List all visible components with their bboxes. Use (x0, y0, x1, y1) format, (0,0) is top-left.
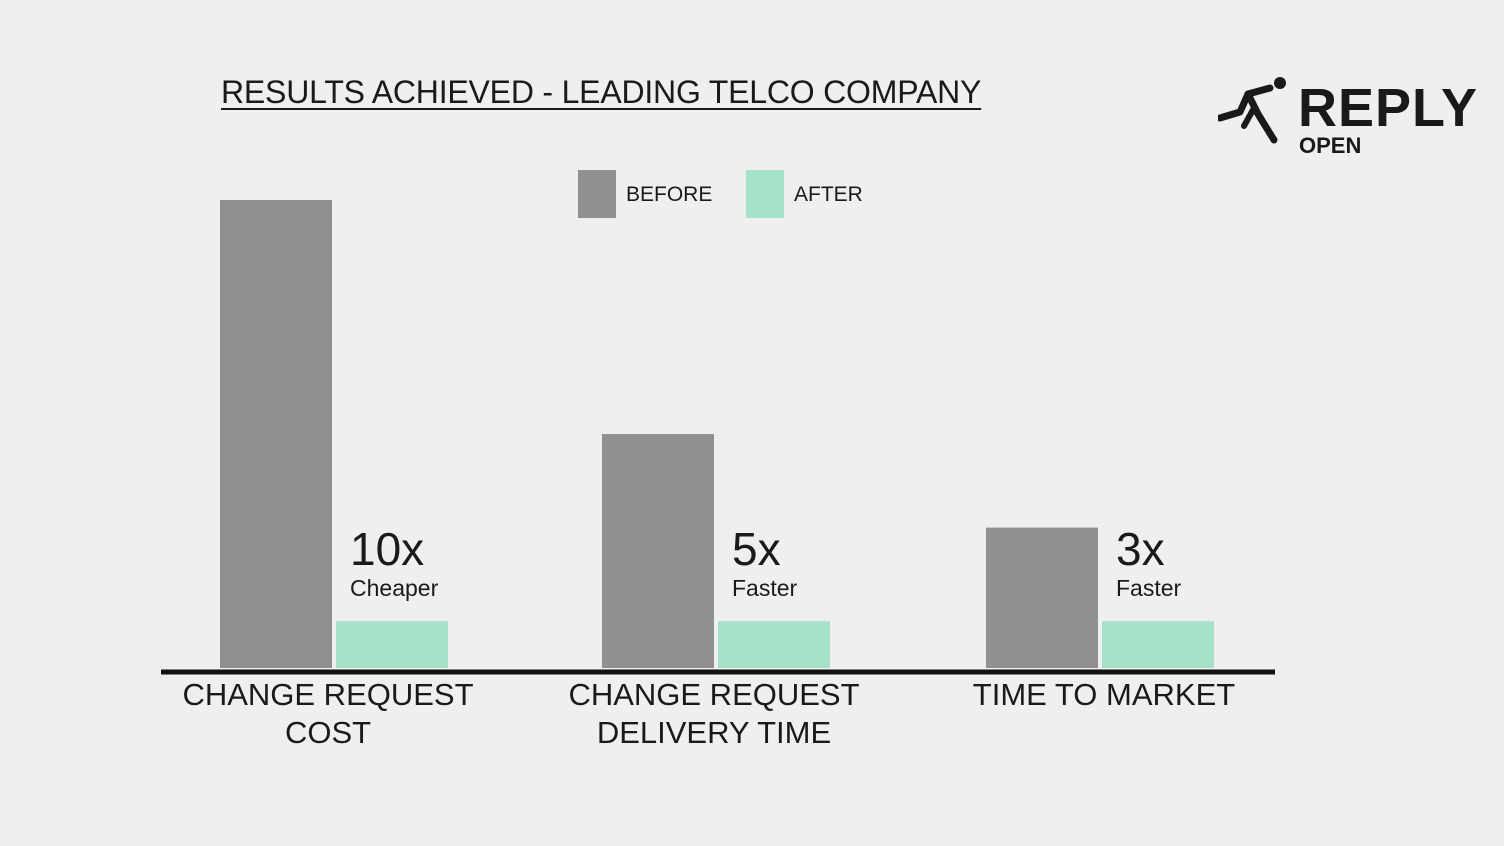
multiplier-desc-1: Cheaper (350, 575, 439, 601)
category-label-1-line-2: COST (285, 715, 371, 750)
bar-before-3 (986, 527, 1098, 668)
reply-open-logo: REPLY OPEN (1218, 74, 1478, 164)
chart-title: RESULTS ACHIEVED - LEADING TELCO COMPANY (221, 74, 982, 110)
legend-label-before: BEFORE (626, 183, 713, 206)
legend-label-after: AFTER (794, 183, 863, 206)
bar-after-3 (1102, 621, 1214, 668)
legend-swatch-before (578, 170, 616, 218)
category-label-2-line-1: CHANGE REQUEST (568, 677, 859, 712)
legend-swatch-after (746, 170, 784, 218)
multiplier-label-1: 10x (350, 523, 424, 575)
bar-after-2 (718, 621, 830, 668)
runner-icon (1218, 77, 1286, 144)
logo-wordmark: REPLY (1298, 78, 1479, 138)
logo-subtext: OPEN (1299, 133, 1362, 158)
category-label-3-line-1: TIME TO MARKET (973, 677, 1235, 712)
multiplier-label-3: 3x (1116, 523, 1165, 575)
bar-after-1 (336, 621, 448, 668)
multiplier-label-2: 5x (732, 523, 781, 575)
category-label-1-line-1: CHANGE REQUEST (182, 677, 473, 712)
category-label-2-line-2: DELIVERY TIME (597, 715, 831, 750)
bar-before-2 (602, 434, 714, 668)
multiplier-desc-3: Faster (1116, 575, 1182, 601)
multiplier-desc-2: Faster (732, 575, 798, 601)
bar-before-1 (220, 200, 332, 668)
